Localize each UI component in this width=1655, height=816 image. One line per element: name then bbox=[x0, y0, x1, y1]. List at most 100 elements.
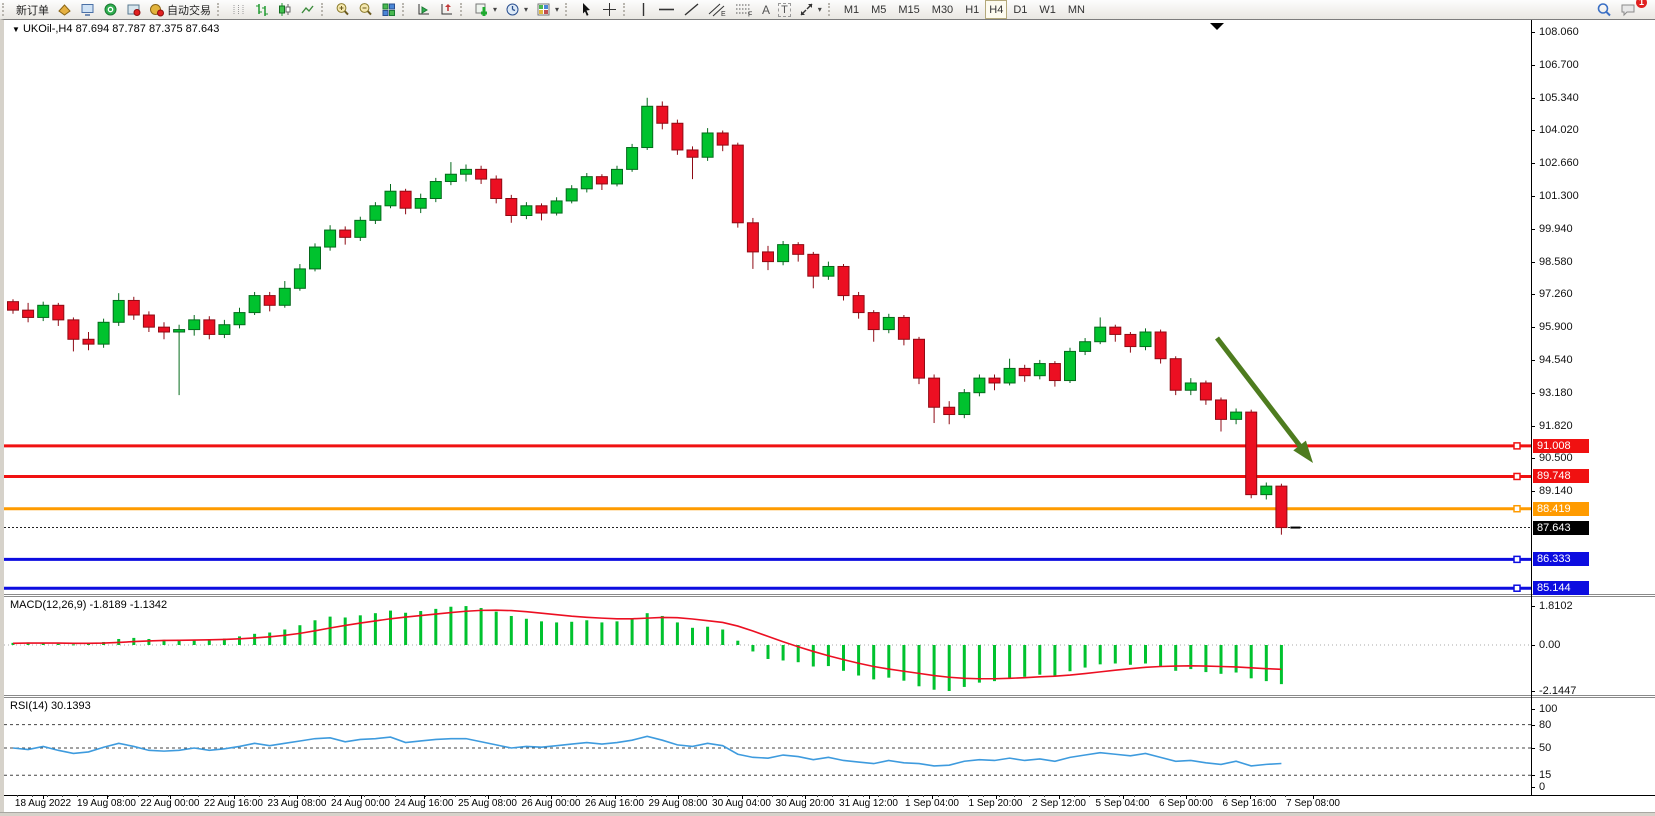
tf-mn-button[interactable]: MN bbox=[1067, 3, 1085, 16]
support-line-blue-1-handle[interactable] bbox=[1513, 555, 1521, 564]
time-minor-tick bbox=[17, 795, 18, 797]
axis-tick-label: 80 bbox=[1539, 718, 1552, 731]
auto-scroll-button[interactable] bbox=[412, 1, 435, 18]
panel-splitter[interactable] bbox=[4, 594, 1655, 597]
time-minor-tick bbox=[62, 795, 64, 797]
templates-button[interactable]: ▾ bbox=[532, 1, 563, 18]
macd-panel-surface[interactable] bbox=[4, 597, 1531, 695]
time-major-tick bbox=[106, 795, 108, 799]
macd-histogram-bar bbox=[222, 638, 226, 645]
toolbar-grip[interactable] bbox=[623, 3, 631, 16]
macd-histogram-bar bbox=[56, 643, 60, 645]
crosshair-button[interactable] bbox=[598, 1, 621, 18]
terminal-button[interactable] bbox=[122, 1, 145, 18]
chart-dropdown-triangle-icon[interactable]: ▼ bbox=[12, 25, 20, 34]
symbol-list-button[interactable] bbox=[53, 1, 76, 18]
arrows-button[interactable]: ▾ bbox=[795, 1, 826, 18]
macd-histogram-bar bbox=[207, 639, 211, 645]
price-chart-surface[interactable] bbox=[4, 20, 1531, 594]
panel-splitter[interactable] bbox=[4, 695, 1655, 698]
search-button[interactable] bbox=[1592, 1, 1616, 18]
new-order-button[interactable]: 新订单 bbox=[12, 1, 53, 18]
macd-signal-line bbox=[12, 609, 1282, 680]
time-axis[interactable] bbox=[4, 795, 1655, 814]
macd-histogram-bar bbox=[1234, 645, 1238, 673]
tile-windows-button[interactable] bbox=[377, 1, 400, 18]
time-minor-tick bbox=[334, 795, 336, 797]
axis-tick-mark bbox=[1531, 491, 1535, 493]
macd-histogram-bar bbox=[902, 645, 906, 681]
candle-body bbox=[1018, 367, 1031, 377]
autotrade-button[interactable]: 自动交易 bbox=[145, 1, 215, 18]
tf-d1-button[interactable]: D1 bbox=[1013, 3, 1028, 16]
chart-candles-button[interactable] bbox=[273, 1, 296, 18]
trend-arrow-head[interactable] bbox=[1293, 440, 1313, 463]
macd-histogram-bar bbox=[373, 613, 377, 645]
time-major-tick bbox=[995, 795, 997, 799]
price-level-badge: 86.333 bbox=[1533, 552, 1589, 567]
chart-line-button[interactable] bbox=[296, 1, 319, 18]
candle-body bbox=[807, 253, 820, 277]
zoom-out-button[interactable] bbox=[354, 1, 377, 18]
notifications-button[interactable]: 1 bbox=[1616, 0, 1647, 18]
tf-m30-button[interactable]: M30 bbox=[931, 3, 954, 16]
toolbar-grip[interactable] bbox=[460, 3, 468, 16]
time-major-tick bbox=[424, 795, 425, 799]
market-watch-button[interactable] bbox=[76, 1, 99, 18]
rsi-panel-surface[interactable] bbox=[4, 698, 1531, 795]
macd-histogram-bar bbox=[1008, 645, 1012, 678]
templates-dropdown-caret[interactable]: ▾ bbox=[555, 5, 560, 14]
candle-body bbox=[67, 319, 80, 340]
macd-histogram-bar bbox=[1128, 645, 1132, 665]
indicators-dropdown-caret[interactable]: ▾ bbox=[493, 5, 498, 14]
chart-shift-marker-icon[interactable] bbox=[1210, 23, 1224, 30]
trendline-button[interactable] bbox=[679, 1, 704, 18]
toolbar-grip[interactable] bbox=[321, 3, 329, 16]
indicators-button[interactable]: ▾ bbox=[470, 1, 501, 18]
vertical-line-button[interactable] bbox=[633, 1, 654, 18]
candle-body bbox=[1048, 363, 1061, 382]
toolbar-grip[interactable] bbox=[402, 3, 410, 16]
text-button[interactable]: A bbox=[758, 1, 774, 18]
tf-m1-button[interactable]: M1 bbox=[843, 3, 860, 16]
support-line-orange-handle[interactable] bbox=[1513, 504, 1521, 513]
macd-histogram-bar bbox=[162, 639, 166, 645]
chart-bars-dotted-button[interactable] bbox=[227, 1, 250, 18]
resistance-line-1-handle[interactable] bbox=[1513, 442, 1521, 450]
chart-shift-button[interactable] bbox=[435, 1, 458, 18]
resistance-line-2-handle[interactable] bbox=[1513, 472, 1521, 481]
candle-body bbox=[158, 326, 170, 333]
tf-h4-button[interactable]: H4 bbox=[985, 0, 1008, 19]
tf-m15-button[interactable]: M15 bbox=[898, 3, 920, 16]
candle-body bbox=[595, 176, 608, 185]
support-line-blue-2-handle[interactable] bbox=[1513, 584, 1521, 592]
arrows-dropdown-caret[interactable]: ▾ bbox=[817, 5, 822, 14]
periods-dropdown-caret[interactable]: ▾ bbox=[524, 5, 529, 14]
time-minor-tick bbox=[303, 795, 305, 797]
macd-histogram-bar bbox=[238, 636, 241, 645]
toolbar-grip[interactable] bbox=[827, 3, 836, 16]
cursor-button[interactable] bbox=[575, 1, 598, 18]
candle-body bbox=[1094, 326, 1107, 343]
macd-histogram-bar bbox=[1219, 645, 1223, 674]
trend-arrow-shaft[interactable] bbox=[1215, 336, 1302, 448]
time-minor-tick bbox=[1194, 795, 1196, 797]
chart-bars-button[interactable] bbox=[250, 1, 273, 18]
time-axis-label: 31 Aug 12:00 bbox=[839, 798, 898, 809]
macd-histogram-bar bbox=[932, 645, 936, 690]
tf-w1-button[interactable]: W1 bbox=[1039, 3, 1056, 16]
text-label-button[interactable]: T bbox=[774, 1, 795, 18]
toolbar-grip[interactable] bbox=[217, 3, 225, 16]
tf-m5-button[interactable]: M5 bbox=[871, 3, 887, 16]
zoom-in-button[interactable] bbox=[331, 1, 354, 18]
toolbar-grip[interactable] bbox=[565, 3, 573, 16]
candle-body bbox=[1184, 382, 1197, 391]
toolbar-grip[interactable] bbox=[2, 3, 10, 16]
navigator-button[interactable] bbox=[99, 1, 122, 18]
tf-h1-button[interactable]: H1 bbox=[965, 3, 980, 16]
fibonacci-button[interactable]: F bbox=[731, 1, 758, 18]
periods-button[interactable]: ▾ bbox=[501, 1, 532, 18]
time-axis-label: 22 Aug 16:00 bbox=[204, 798, 263, 809]
horizontal-line-button[interactable] bbox=[654, 1, 679, 18]
channel-button[interactable]: E bbox=[704, 1, 731, 18]
